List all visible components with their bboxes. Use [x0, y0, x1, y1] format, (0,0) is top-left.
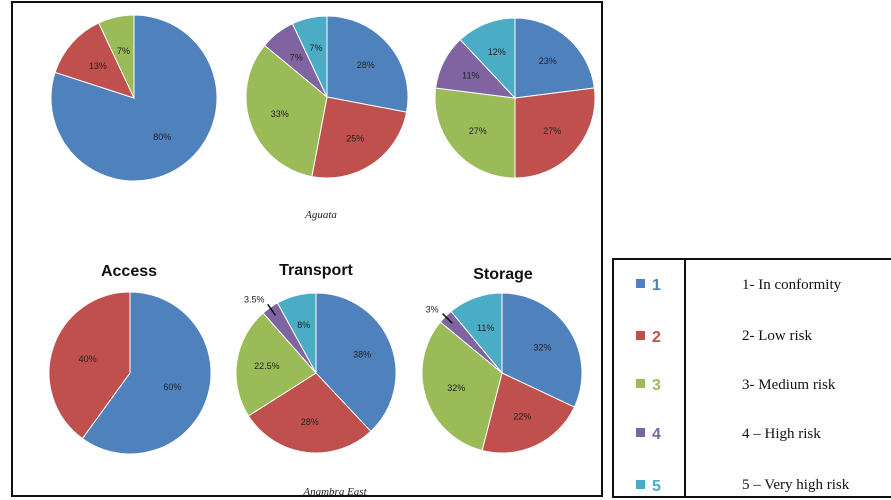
- pie-3-label-1: 23%: [539, 56, 557, 66]
- pie-5-slice-2: [247, 372, 372, 454]
- legend-key-5: 5: [652, 478, 661, 495]
- pie-6-slice-1: [501, 292, 583, 408]
- group-label-top: Aguata: [304, 209, 337, 221]
- legend-text-2: 2- Low risk: [742, 328, 812, 344]
- pie-2-label-2: 25%: [346, 134, 364, 144]
- legend-key-3: 3: [652, 377, 661, 394]
- legend-swatch-4: [636, 428, 645, 437]
- pie-2-label-3: 33%: [271, 109, 289, 119]
- legend-text-5: 5 – Very high risk: [742, 477, 850, 493]
- pie-chart-6: 32% 22% 32% 3% 11%: [421, 292, 583, 454]
- pie-chart-1: 80% 13% 7%: [50, 14, 218, 182]
- charts-frame: [11, 1, 603, 497]
- pie-2-label-4: 7%: [290, 52, 303, 62]
- pie-2-slice-2: [311, 96, 408, 179]
- pie-5-label-2: 28%: [301, 417, 319, 427]
- pie-5-label-5: 8%: [297, 320, 310, 330]
- legend-frame: [612, 258, 891, 498]
- legend: 1 1- In conformity 2 2- Low risk 3 3- Me…: [636, 277, 850, 495]
- legend-text-4: 4 – High risk: [742, 426, 821, 442]
- pie-2-label-5: 7%: [309, 43, 322, 53]
- legend-swatch-5: [636, 480, 645, 489]
- pie-3-label-5: 12%: [488, 47, 506, 57]
- pie-chart-4: 60% 40%: [48, 291, 212, 455]
- pie-5-pointer-4: [267, 303, 277, 316]
- pie-chart-2: 28% 25% 33% 7% 7%: [245, 15, 409, 179]
- legend-swatch-2: [636, 331, 645, 340]
- pie-3-label-2: 27%: [543, 126, 561, 136]
- group-label-bottom: Anambra East: [302, 486, 367, 498]
- pie-6-label-5: 11%: [477, 323, 494, 333]
- pie-6-slice-5: [450, 292, 503, 375]
- pie-4-label-2: 40%: [79, 354, 97, 364]
- legend-key-2: 2: [652, 329, 661, 346]
- pie-6-slice-3: [421, 321, 503, 452]
- pie-2-slice-5: [291, 15, 328, 98]
- pie-chart-3: 23% 27% 27% 11% 12%: [434, 17, 596, 179]
- pie-3-label-3: 27%: [469, 126, 487, 136]
- pie-2-label-1: 28%: [357, 60, 375, 70]
- pie-6-slice-2: [481, 372, 576, 454]
- pie-1-slice-3: [97, 14, 135, 99]
- pie-6-label-1: 32%: [533, 342, 551, 352]
- pie-5-slice-5: [276, 292, 317, 374]
- pie-4-slice-2: [48, 291, 131, 440]
- legend-divider: [684, 258, 686, 498]
- pie-1-label-2: 13%: [89, 61, 107, 71]
- pie-1-slice-2: [54, 22, 135, 99]
- pie-title-access: Access: [101, 263, 157, 280]
- pie-6-pointer-4: [442, 313, 453, 324]
- pie-3-label-4: 11%: [462, 71, 479, 81]
- pie-5-label-4: 3.5%: [244, 295, 265, 305]
- legend-text-1: 1- In conformity: [742, 277, 842, 293]
- pie-title-transport: Transport: [279, 262, 353, 279]
- pie-4-slice-1: [81, 291, 212, 455]
- pie-5-slice-3: [235, 312, 317, 417]
- legend-swatch-1: [636, 279, 645, 288]
- pie-1-label-1: 80%: [153, 132, 171, 142]
- pie-6-label-4: 3%: [426, 305, 439, 315]
- pie-title-storage: Storage: [473, 266, 533, 283]
- pie-2-slice-3: [245, 44, 328, 178]
- pie-6-label-3: 32%: [447, 383, 465, 393]
- pie-4-label-1: 60%: [163, 382, 181, 392]
- legend-key-1: 1: [652, 277, 661, 294]
- legend-key-4: 4: [652, 426, 661, 443]
- legend-swatch-3: [636, 379, 645, 388]
- pie-3-slice-2: [514, 87, 596, 179]
- pie-6-label-2: 22%: [513, 411, 531, 421]
- pie-3-slice-3: [434, 87, 516, 179]
- pie-1-label-3: 7%: [117, 46, 130, 56]
- pie-3-slice-1: [514, 17, 595, 99]
- pie-2-slice-1: [326, 15, 409, 113]
- pie-5-label-3: 22.5%: [254, 361, 280, 371]
- legend-text-3: 3- Medium risk: [742, 377, 836, 393]
- pie-chart-5: 38% 28% 22.5% 3.5% 8%: [235, 292, 397, 454]
- pie-5-label-1: 38%: [353, 350, 371, 360]
- pie-3-slice-5: [459, 17, 516, 100]
- pie-5-slice-1: [315, 292, 397, 433]
